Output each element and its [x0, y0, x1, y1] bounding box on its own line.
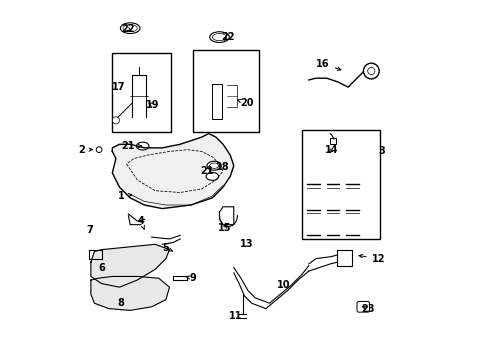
Text: 11: 11	[228, 311, 242, 321]
Text: 9: 9	[186, 273, 196, 283]
Text: 20: 20	[237, 98, 254, 108]
Text: 15: 15	[218, 223, 231, 233]
Ellipse shape	[206, 161, 221, 170]
FancyBboxPatch shape	[356, 301, 369, 312]
Bar	[192, 50, 258, 132]
Ellipse shape	[136, 142, 149, 150]
Text: 18: 18	[216, 162, 229, 172]
Text: 19: 19	[145, 100, 159, 110]
Text: 23: 23	[360, 303, 374, 314]
Circle shape	[112, 117, 119, 124]
Text: 10: 10	[277, 280, 290, 291]
Text: 21: 21	[200, 166, 213, 176]
Text: 14: 14	[325, 145, 338, 155]
Text: 3: 3	[378, 147, 385, 157]
Text: 5: 5	[162, 243, 172, 253]
Ellipse shape	[120, 23, 140, 33]
Text: 1: 1	[118, 191, 131, 201]
Text: 8: 8	[118, 298, 124, 308]
Text: 22: 22	[221, 32, 235, 42]
Text: 21: 21	[122, 141, 142, 151]
Ellipse shape	[123, 24, 137, 32]
Bar	[212, 84, 222, 119]
Ellipse shape	[209, 163, 218, 168]
Circle shape	[367, 67, 374, 75]
Text: 12: 12	[358, 253, 385, 264]
Text: 2: 2	[79, 145, 85, 155]
Bar	[329, 138, 335, 144]
Circle shape	[363, 63, 378, 79]
Text: 7: 7	[87, 225, 93, 235]
Ellipse shape	[205, 172, 218, 180]
Polygon shape	[112, 134, 233, 208]
Text: 13: 13	[239, 239, 252, 249]
Ellipse shape	[209, 32, 229, 42]
Ellipse shape	[212, 33, 226, 41]
Bar	[301, 130, 380, 239]
Text: 16: 16	[316, 59, 340, 70]
Text: 6: 6	[98, 262, 105, 273]
Polygon shape	[91, 244, 169, 287]
Circle shape	[96, 147, 102, 153]
Text: 4: 4	[137, 216, 144, 229]
Polygon shape	[91, 276, 169, 310]
Bar	[112, 53, 171, 132]
Text: 22: 22	[122, 24, 135, 34]
Text: 17: 17	[112, 82, 125, 92]
